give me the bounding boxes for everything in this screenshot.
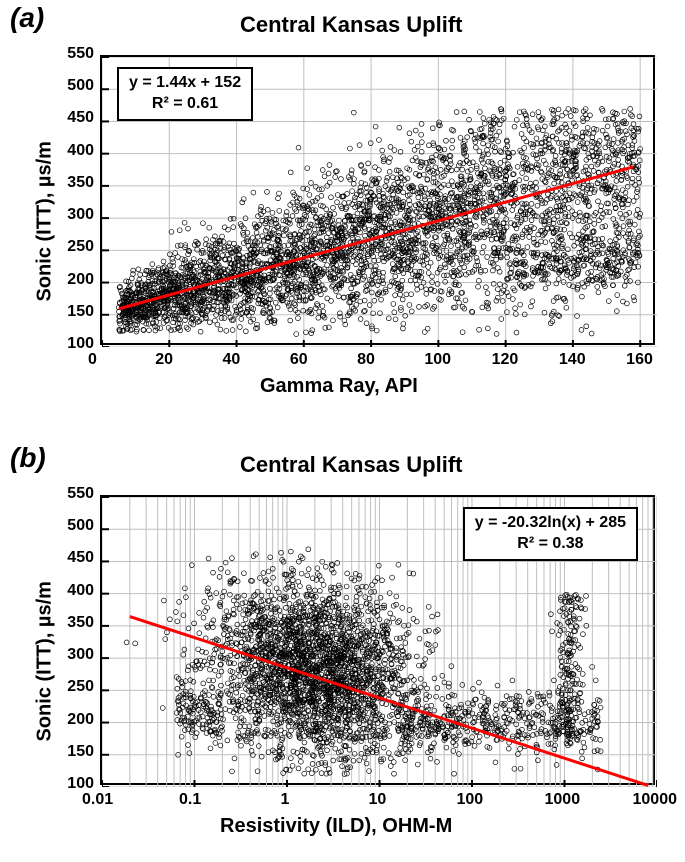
panel-a-xtick: 160: [626, 351, 653, 369]
panel-a-title: Central Kansas Uplift: [240, 12, 463, 38]
panel-b-ytick: 200: [67, 711, 94, 729]
panel-a-eq-line1: y = 1.44x + 152: [129, 73, 241, 94]
panel-a-ytick: 150: [67, 303, 94, 321]
panel-a-xtick: 20: [155, 351, 173, 369]
panel-b-xtick: 1000: [545, 791, 581, 809]
panel-b-ylabel: Sonic (ITT), µs/m: [34, 542, 57, 742]
panel-a-xtick: 40: [223, 351, 241, 369]
panel-b-plot-area: y = -20.32ln(x) + 285 R² = 0.38: [100, 495, 655, 785]
panel-b-xtick: 100: [457, 791, 484, 809]
panel-a-xtick: 60: [290, 351, 308, 369]
panel-a-xtick: 80: [357, 351, 375, 369]
panel-a-eq-line2: R² = 0.61: [129, 94, 241, 115]
panel-b-eq-line2: R² = 0.38: [475, 534, 626, 555]
panel-a-equation-box: y = 1.44x + 152 R² = 0.61: [117, 67, 253, 121]
panel-b-xtick: 10: [369, 791, 387, 809]
panel-a-ytick: 550: [67, 45, 94, 63]
panel-a: (a) Central Kansas Uplift Sonic (ITT), µ…: [0, 0, 685, 420]
panel-a-xtick: 120: [492, 351, 519, 369]
panel-a-xtick: 140: [559, 351, 586, 369]
panel-b: (b) Central Kansas Uplift Sonic (ITT), µ…: [0, 440, 685, 860]
panel-a-ytick: 350: [67, 174, 94, 192]
panel-b-ytick: 500: [67, 517, 94, 535]
panel-a-ytick: 400: [67, 142, 94, 160]
panel-b-ytick: 350: [67, 614, 94, 632]
panel-b-ytick: 150: [67, 743, 94, 761]
panel-b-ytick: 550: [67, 485, 94, 503]
panel-b-xtick: 0.1: [179, 791, 201, 809]
panel-a-plot-area: y = 1.44x + 152 R² = 0.61: [100, 55, 655, 345]
panel-b-xlabel: Resistivity (ILD), OHM-M: [220, 815, 452, 838]
panel-b-title: Central Kansas Uplift: [240, 452, 463, 478]
panel-a-xtick: 100: [424, 351, 451, 369]
panel-a-ytick: 300: [67, 206, 94, 224]
panel-b-eq-line1: y = -20.32ln(x) + 285: [475, 513, 626, 534]
panel-b-label: (b): [10, 442, 46, 474]
panel-a-label: (a): [10, 2, 44, 34]
panel-b-ytick: 400: [67, 582, 94, 600]
panel-b-xtick: 0.01: [82, 791, 113, 809]
panel-b-ytick: 250: [67, 678, 94, 696]
panel-a-ytick: 500: [67, 77, 94, 95]
panel-a-ytick: 200: [67, 271, 94, 289]
panel-b-xtick: 10000: [633, 791, 678, 809]
panel-b-xtick: 1: [281, 791, 290, 809]
panel-b-equation-box: y = -20.32ln(x) + 285 R² = 0.38: [463, 507, 638, 561]
panel-a-ytick: 450: [67, 109, 94, 127]
panel-b-ytick: 450: [67, 549, 94, 567]
panel-a-xtick: 0: [88, 351, 97, 369]
panel-b-ytick: 300: [67, 646, 94, 664]
panel-a-ytick: 250: [67, 238, 94, 256]
panel-a-ylabel: Sonic (ITT), µs/m: [34, 102, 57, 302]
panel-a-xlabel: Gamma Ray, API: [260, 375, 418, 398]
